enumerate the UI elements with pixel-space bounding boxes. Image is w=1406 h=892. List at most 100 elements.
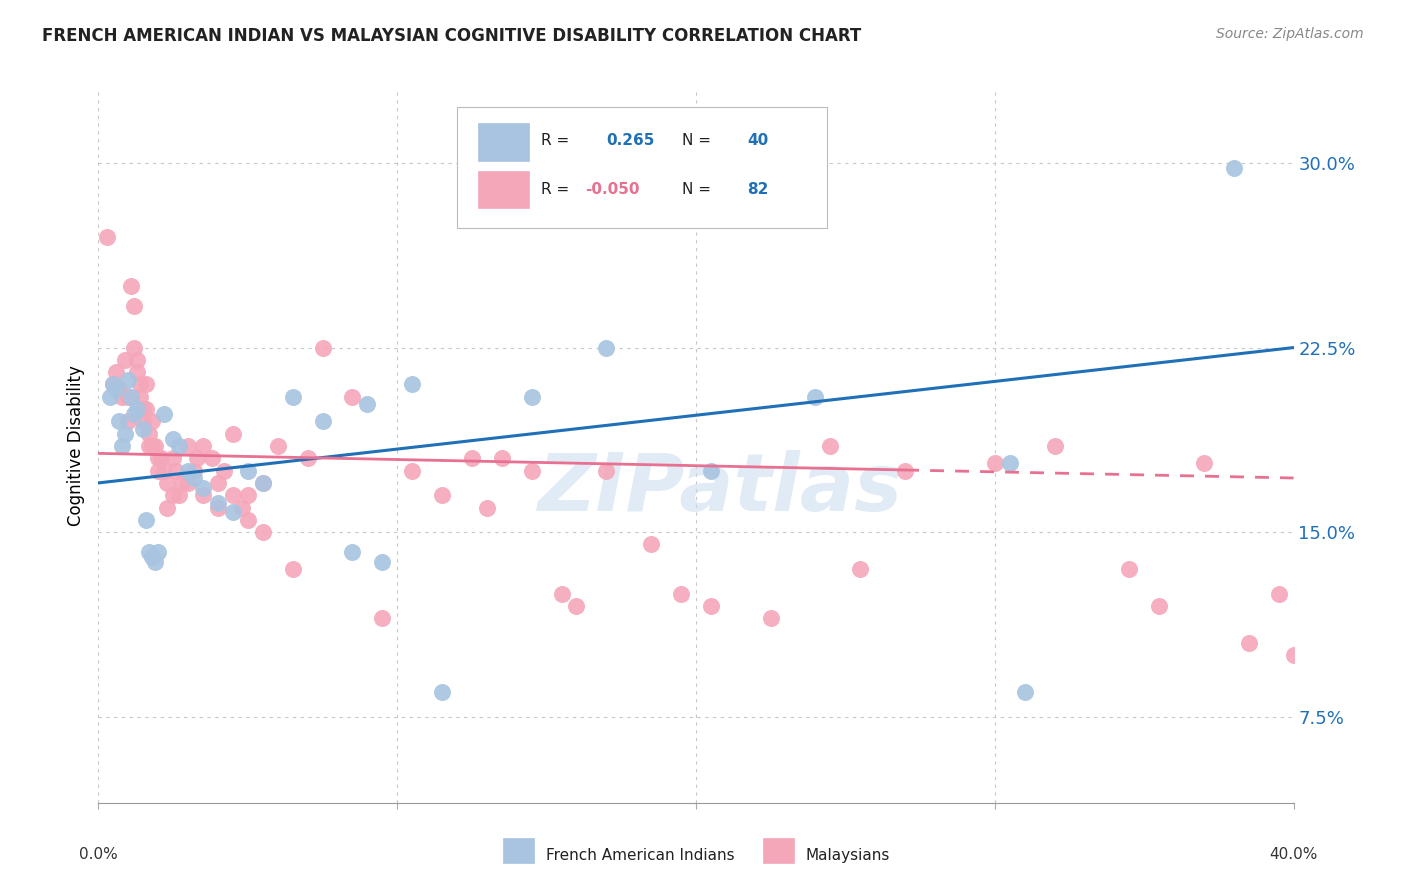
Point <box>342 545 364 559</box>
Point <box>461 451 484 466</box>
Point <box>281 562 304 576</box>
Point <box>804 390 827 404</box>
Point <box>111 439 134 453</box>
Point <box>550 587 572 601</box>
Point <box>520 390 543 404</box>
Point <box>207 495 229 509</box>
Text: N =: N = <box>682 182 716 196</box>
Point <box>120 279 142 293</box>
Point <box>252 475 274 490</box>
Text: R =: R = <box>540 133 574 148</box>
Text: ZIPatlas: ZIPatlas <box>537 450 903 528</box>
Point <box>236 488 259 502</box>
Point <box>162 451 184 466</box>
Point <box>281 390 304 404</box>
Point <box>150 451 173 466</box>
Point <box>430 488 453 502</box>
Point <box>105 383 128 397</box>
Point <box>207 500 229 515</box>
Point <box>475 500 498 515</box>
Point <box>491 451 513 466</box>
Point <box>700 464 723 478</box>
Point <box>669 587 692 601</box>
Point <box>252 525 274 540</box>
Y-axis label: Cognitive Disability: Cognitive Disability <box>67 366 86 526</box>
Point <box>148 464 170 478</box>
Point <box>153 464 176 478</box>
Text: FRENCH AMERICAN INDIAN VS MALAYSIAN COGNITIVE DISABILITY CORRELATION CHART: FRENCH AMERICAN INDIAN VS MALAYSIAN COGN… <box>42 27 862 45</box>
Point <box>143 439 166 453</box>
Point <box>129 390 152 404</box>
Point <box>820 439 842 453</box>
Point <box>141 549 163 564</box>
Point <box>127 402 149 417</box>
Text: N =: N = <box>682 133 716 148</box>
Point <box>311 341 333 355</box>
Point <box>135 402 157 417</box>
Point <box>114 426 136 441</box>
Point <box>148 451 170 466</box>
Point <box>371 555 394 569</box>
Point <box>1222 161 1246 175</box>
Point <box>114 352 136 367</box>
Text: Source: ZipAtlas.com: Source: ZipAtlas.com <box>1216 27 1364 41</box>
Text: R =: R = <box>540 182 574 196</box>
Point <box>1267 587 1289 601</box>
Point <box>595 464 617 478</box>
Point <box>108 383 131 397</box>
Point <box>252 475 274 490</box>
Text: 40.0%: 40.0% <box>1270 847 1317 862</box>
Point <box>1118 562 1140 576</box>
Point <box>311 414 333 428</box>
Point <box>111 390 134 404</box>
Text: 0.265: 0.265 <box>606 133 655 148</box>
Text: 40: 40 <box>748 133 769 148</box>
Point <box>141 439 163 453</box>
Point <box>127 352 149 367</box>
Point <box>183 471 205 485</box>
Point <box>183 464 205 478</box>
Point <box>1192 456 1215 470</box>
Point <box>759 611 782 625</box>
Point <box>177 439 200 453</box>
Point <box>167 439 190 453</box>
Point <box>1147 599 1170 613</box>
Point <box>236 513 259 527</box>
Point <box>165 464 187 478</box>
Point <box>236 464 259 478</box>
FancyBboxPatch shape <box>478 123 529 161</box>
FancyBboxPatch shape <box>457 107 827 228</box>
Point <box>117 414 139 428</box>
Point <box>138 426 160 441</box>
Point <box>207 475 229 490</box>
Point <box>231 500 253 515</box>
Point <box>212 464 235 478</box>
Point <box>135 377 157 392</box>
Point <box>1014 685 1036 699</box>
Point <box>138 545 160 559</box>
Point <box>565 599 588 613</box>
Point <box>132 414 155 428</box>
Point <box>105 365 128 379</box>
Point <box>222 426 245 441</box>
Point <box>162 488 184 502</box>
Point <box>998 456 1021 470</box>
Text: 0.0%: 0.0% <box>79 847 118 862</box>
Point <box>108 414 131 428</box>
Point <box>401 377 423 392</box>
Point <box>117 390 139 404</box>
Point <box>103 377 125 392</box>
Point <box>153 407 176 421</box>
Text: -0.050: -0.050 <box>585 182 640 196</box>
Point <box>186 451 208 466</box>
FancyBboxPatch shape <box>478 171 529 209</box>
Point <box>700 599 723 613</box>
Text: 82: 82 <box>748 182 769 196</box>
Point <box>172 475 194 490</box>
Point <box>191 481 214 495</box>
Text: French American Indians: French American Indians <box>546 848 734 863</box>
Point <box>135 513 157 527</box>
Point <box>117 373 139 387</box>
Point <box>849 562 872 576</box>
Point <box>191 488 214 502</box>
